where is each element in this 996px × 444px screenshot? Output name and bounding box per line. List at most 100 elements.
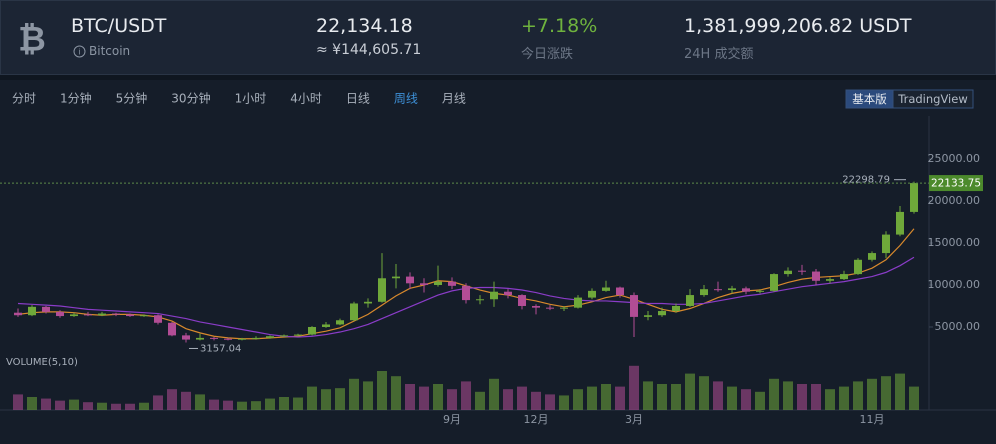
volume-bar [881,376,891,410]
x-tick-label: 9月 [443,413,461,426]
interval-tab[interactable]: 4小时 [290,92,322,106]
price-cny: ≈ ¥144,605.71 [316,42,422,58]
svg-text:i: i [78,48,80,57]
chart: 分时 1分钟 5分钟 30分钟 1小时 4小时 日线 周线 月线 基本版 TradingView 50… [0,80,996,444]
volume-bar [643,381,653,410]
candle-body [756,290,764,292]
volume-bar [279,397,289,410]
interval-tab[interactable]: 1分钟 [60,91,92,106]
x-tick-label: 11月 [860,413,885,426]
x-tick-label: 3月 [625,413,643,426]
candle-body [476,299,484,301]
candle-body [14,312,22,316]
volume-bar [489,378,499,410]
last-price-box [929,175,983,192]
candle-body [490,291,498,300]
candle-body [98,313,106,316]
candle-body [868,253,876,260]
volume-bar [391,376,401,410]
candle-body [812,271,820,281]
volume-bar [783,381,793,410]
volume-label: VOLUME(5,10) [6,357,78,368]
candle-body [168,322,176,336]
candle-body [84,314,92,316]
y-tick-label: 5000.00 [935,320,981,333]
volume-bar [741,389,751,410]
volume-bar [321,389,331,410]
volume-bar [55,400,65,410]
svg-text:₿: ₿ [18,20,46,60]
candle-body [560,307,568,309]
mode-label[interactable]: TradingView [897,92,967,106]
interval-tab[interactable]: 日线 [346,92,370,106]
volume-bar [83,402,93,410]
volume-bar [839,386,849,410]
volume-bar [195,394,205,410]
mode-label[interactable]: 基本版 [852,92,887,106]
candle-body [224,338,232,340]
volume-bar [615,386,625,410]
volume-bar [867,378,877,410]
candle-body [910,183,918,212]
candle-body [378,278,386,302]
candle-body [518,295,526,306]
volume-bar [265,398,275,410]
interval-tab[interactable]: 5分钟 [116,91,148,106]
x-tick-label: 12月 [524,413,549,426]
y-tick-label: 20000.00 [928,194,981,207]
y-tick-label: 25000.00 [928,152,981,165]
candle-body [504,291,512,296]
candle-body [238,338,246,340]
volume-bar [363,381,373,410]
low-label: 3157.04 [200,343,241,354]
info-icon: i [73,45,86,58]
candle-body [28,306,36,316]
candle-body [434,281,442,285]
interval-tab[interactable]: 分时 [12,92,36,106]
candle-body [700,289,708,296]
volume-bar [111,403,121,410]
candle-body [840,274,848,280]
candle-body [686,295,694,306]
volume-bar [461,381,471,410]
change: +7.18% [521,15,598,37]
candle-body [784,270,792,275]
volume-bar [251,401,261,410]
volume-bar [447,389,457,410]
interval-tab[interactable]: 1小时 [235,92,267,106]
candle-body [742,288,750,292]
volume-bar [97,402,107,410]
volume-bar [895,373,905,410]
volume-bar [307,386,317,410]
candle-body [770,274,778,291]
ticker-header: ₿ BTC/USDT i Bitcoin 22,134.18 ≈ ¥144,60… [0,0,996,75]
candle-body [644,315,652,317]
volume-bar [139,402,149,410]
change-label: 今日涨跌 [521,47,574,62]
interval-tab[interactable]: 周线 [394,92,418,106]
interval-tab[interactable]: 月线 [442,92,466,106]
candle-body [266,336,274,338]
coin-icon: ₿ [18,20,46,60]
candle-body [154,315,162,323]
volume-bar [601,384,611,410]
volume-bar [909,386,919,410]
candle-body [588,290,596,298]
volume-bar [825,389,835,410]
candle-body [630,295,638,317]
volume-bar [853,381,863,410]
volume-bar [349,378,359,410]
volume-bar [545,394,555,410]
mode-button[interactable] [892,89,974,109]
interval-tab[interactable]: 30分钟 [171,91,210,106]
candle-body [182,335,190,340]
volume-24h: 1,381,999,206.82 USDT [684,15,912,37]
candle-body [70,314,78,317]
volume-bar [559,395,569,410]
candle-body [126,314,134,317]
y-tick-label: 15000.00 [928,236,981,249]
candle-body [322,324,330,327]
volume-bar [573,389,583,410]
candle-body [210,337,218,339]
